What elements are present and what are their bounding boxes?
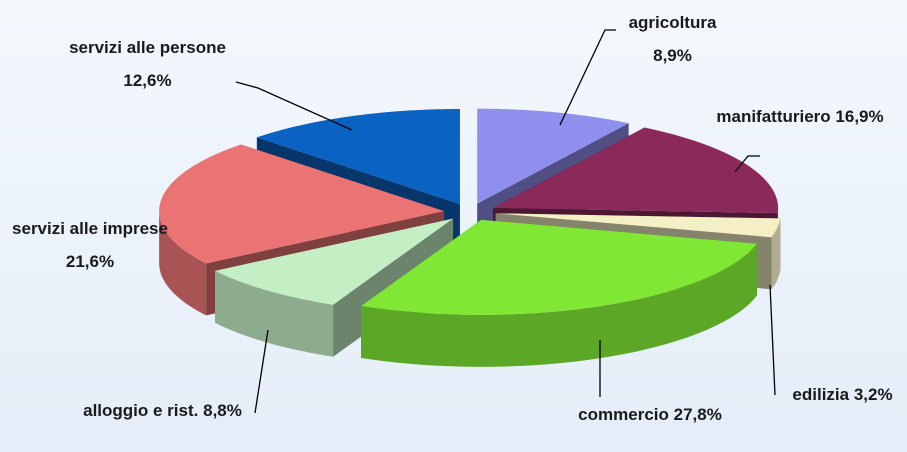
category-label: servizi alle persone [69,38,226,57]
data-label: manifatturiero 16,9% [705,100,895,133]
leader-line [769,284,776,396]
leader-line [734,155,760,173]
value-label: 3,2% [853,385,893,404]
category-label: agricoltura [628,13,717,32]
slice-top [477,108,629,204]
value-label: 21,6% [65,252,115,271]
category-label: alloggio e rist. [83,401,199,420]
data-label: servizi alle persone 12,6% [60,31,235,97]
category-label: manifatturiero [716,107,831,126]
slice-top [215,218,454,305]
data-label: edilizia 3,2% [775,378,907,411]
slice [361,219,757,367]
slice-side [159,211,207,316]
leader-line [254,329,269,414]
value-label: 27,8% [673,405,722,424]
slice-side [771,218,781,290]
slice-top [361,219,757,315]
leader-line [559,29,616,126]
category-label: servizi alle imprese [12,219,168,238]
data-label: commercio 27,8% [560,398,740,431]
category-label: commercio [578,405,669,424]
value-label: 8,9% [653,46,692,65]
slice-side [215,270,334,357]
leader-line [235,81,353,131]
value-label: 16,9% [835,107,884,126]
category-label: edilizia [792,385,850,404]
data-label: alloggio e rist. 8,8% [80,394,245,427]
slice-top [493,127,779,214]
data-label: agricoltura 8,9% [610,6,735,72]
value-label: 12,6% [123,71,172,90]
slice-top [159,144,445,264]
data-label: servizi alle imprese 21,6% [0,212,180,278]
slice-top [256,109,460,205]
slice-top [495,213,781,238]
slice-side [361,243,757,367]
value-label: 8,8% [203,401,242,420]
